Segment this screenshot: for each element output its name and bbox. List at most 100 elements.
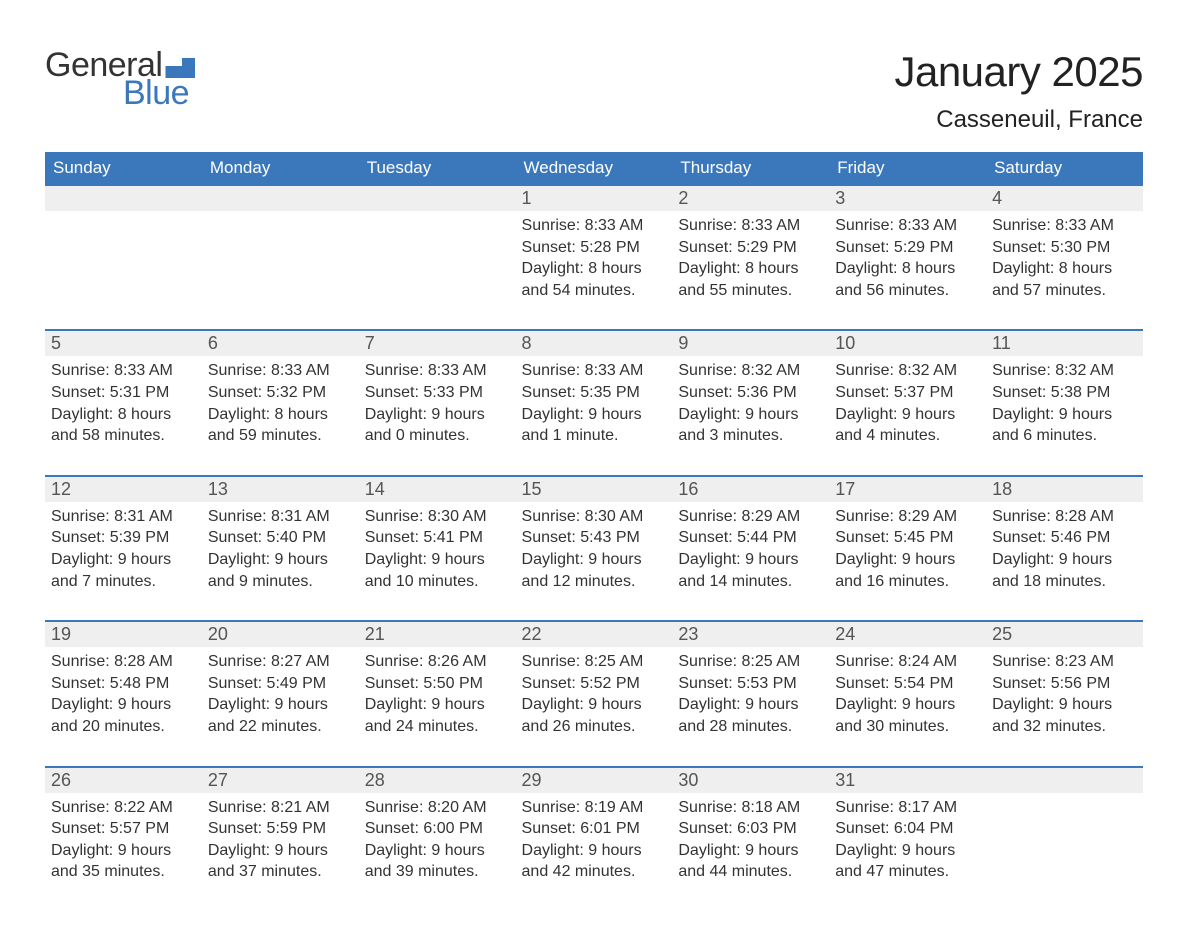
sunset-label: Sunset: 5:59 PM <box>208 818 353 840</box>
daylight-line1: Daylight: 9 hours <box>365 404 510 426</box>
day-details: Sunrise: 8:32 AMSunset: 5:38 PMDaylight:… <box>986 356 1143 475</box>
sunset-label: Sunset: 5:41 PM <box>365 527 510 549</box>
daylight-line1: Daylight: 9 hours <box>992 694 1137 716</box>
week-details-row: Sunrise: 8:33 AMSunset: 5:31 PMDaylight:… <box>45 356 1143 475</box>
week-daynum-row: 19202122232425 <box>45 621 1143 647</box>
day-number: 19 <box>45 621 202 647</box>
sunrise-label: Sunrise: 8:33 AM <box>992 215 1137 237</box>
sunset-label: Sunset: 5:53 PM <box>678 673 823 695</box>
sunrise-label: Sunrise: 8:33 AM <box>365 360 510 382</box>
daylight-line2: and 12 minutes. <box>522 571 667 593</box>
sunset-label: Sunset: 6:00 PM <box>365 818 510 840</box>
day-number: 10 <box>829 330 986 356</box>
daylight-line1: Daylight: 9 hours <box>992 549 1137 571</box>
weekday-header-row: Sunday Monday Tuesday Wednesday Thursday… <box>45 152 1143 185</box>
sunset-label: Sunset: 5:45 PM <box>835 527 980 549</box>
daylight-line2: and 32 minutes. <box>992 716 1137 738</box>
sunset-label: Sunset: 6:01 PM <box>522 818 667 840</box>
week-details-row: Sunrise: 8:31 AMSunset: 5:39 PMDaylight:… <box>45 502 1143 621</box>
sunrise-label: Sunrise: 8:28 AM <box>992 506 1137 528</box>
daylight-line1: Daylight: 9 hours <box>51 549 196 571</box>
daylight-line1: Daylight: 9 hours <box>208 694 353 716</box>
sunset-label: Sunset: 5:44 PM <box>678 527 823 549</box>
day-number: 18 <box>986 476 1143 502</box>
daylight-line2: and 54 minutes. <box>522 280 667 302</box>
day-empty <box>986 793 1143 893</box>
week-details-row: Sunrise: 8:33 AMSunset: 5:28 PMDaylight:… <box>45 211 1143 330</box>
sunrise-label: Sunrise: 8:33 AM <box>522 215 667 237</box>
weekday-friday: Friday <box>829 152 986 185</box>
sunrise-label: Sunrise: 8:18 AM <box>678 797 823 819</box>
daylight-line1: Daylight: 9 hours <box>522 840 667 862</box>
day-details: Sunrise: 8:20 AMSunset: 6:00 PMDaylight:… <box>359 793 516 893</box>
weekday-monday: Monday <box>202 152 359 185</box>
sunrise-label: Sunrise: 8:25 AM <box>522 651 667 673</box>
sunrise-label: Sunrise: 8:32 AM <box>992 360 1137 382</box>
day-details: Sunrise: 8:31 AMSunset: 5:40 PMDaylight:… <box>202 502 359 621</box>
day-empty <box>359 185 516 211</box>
sunrise-label: Sunrise: 8:32 AM <box>835 360 980 382</box>
weekday-sunday: Sunday <box>45 152 202 185</box>
location-label: Casseneuil, France <box>894 106 1143 134</box>
daylight-line2: and 7 minutes. <box>51 571 196 593</box>
sunset-label: Sunset: 5:57 PM <box>51 818 196 840</box>
day-number: 30 <box>672 767 829 793</box>
sunrise-label: Sunrise: 8:29 AM <box>835 506 980 528</box>
sunset-label: Sunset: 6:04 PM <box>835 818 980 840</box>
day-number: 25 <box>986 621 1143 647</box>
sunset-label: Sunset: 5:29 PM <box>835 237 980 259</box>
day-details: Sunrise: 8:28 AMSunset: 5:46 PMDaylight:… <box>986 502 1143 621</box>
day-details: Sunrise: 8:25 AMSunset: 5:52 PMDaylight:… <box>516 647 673 766</box>
weekday-saturday: Saturday <box>986 152 1143 185</box>
daylight-line1: Daylight: 9 hours <box>835 549 980 571</box>
sunset-label: Sunset: 5:40 PM <box>208 527 353 549</box>
daylight-line2: and 57 minutes. <box>992 280 1137 302</box>
daylight-line2: and 37 minutes. <box>208 861 353 883</box>
day-number: 27 <box>202 767 359 793</box>
sunrise-label: Sunrise: 8:30 AM <box>522 506 667 528</box>
daylight-line1: Daylight: 9 hours <box>678 549 823 571</box>
day-number: 6 <box>202 330 359 356</box>
day-details: Sunrise: 8:23 AMSunset: 5:56 PMDaylight:… <box>986 647 1143 766</box>
day-number: 3 <box>829 185 986 211</box>
sunset-label: Sunset: 5:54 PM <box>835 673 980 695</box>
sunrise-label: Sunrise: 8:33 AM <box>678 215 823 237</box>
day-number: 2 <box>672 185 829 211</box>
sunrise-label: Sunrise: 8:26 AM <box>365 651 510 673</box>
day-details: Sunrise: 8:19 AMSunset: 6:01 PMDaylight:… <box>516 793 673 893</box>
title-block: January 2025 Casseneuil, France <box>894 48 1143 134</box>
day-number: 1 <box>516 185 673 211</box>
day-details: Sunrise: 8:22 AMSunset: 5:57 PMDaylight:… <box>45 793 202 893</box>
weekday-tuesday: Tuesday <box>359 152 516 185</box>
sunrise-label: Sunrise: 8:31 AM <box>51 506 196 528</box>
day-number: 9 <box>672 330 829 356</box>
daylight-line2: and 56 minutes. <box>835 280 980 302</box>
day-details: Sunrise: 8:28 AMSunset: 5:48 PMDaylight:… <box>45 647 202 766</box>
sunset-label: Sunset: 5:43 PM <box>522 527 667 549</box>
day-details: Sunrise: 8:25 AMSunset: 5:53 PMDaylight:… <box>672 647 829 766</box>
weekday-thursday: Thursday <box>672 152 829 185</box>
daylight-line2: and 58 minutes. <box>51 425 196 447</box>
sunrise-label: Sunrise: 8:17 AM <box>835 797 980 819</box>
day-details: Sunrise: 8:29 AMSunset: 5:44 PMDaylight:… <box>672 502 829 621</box>
daylight-line2: and 24 minutes. <box>365 716 510 738</box>
day-number: 15 <box>516 476 673 502</box>
day-number: 31 <box>829 767 986 793</box>
month-title: January 2025 <box>894 48 1143 96</box>
daylight-line2: and 0 minutes. <box>365 425 510 447</box>
daylight-line1: Daylight: 8 hours <box>522 258 667 280</box>
daylight-line1: Daylight: 9 hours <box>365 840 510 862</box>
daylight-line2: and 22 minutes. <box>208 716 353 738</box>
daylight-line2: and 4 minutes. <box>835 425 980 447</box>
daylight-line1: Daylight: 9 hours <box>522 694 667 716</box>
sunrise-label: Sunrise: 8:33 AM <box>51 360 196 382</box>
sunset-label: Sunset: 5:46 PM <box>992 527 1137 549</box>
day-empty <box>45 211 202 330</box>
sunset-label: Sunset: 5:31 PM <box>51 382 196 404</box>
day-details: Sunrise: 8:21 AMSunset: 5:59 PMDaylight:… <box>202 793 359 893</box>
sunset-label: Sunset: 5:36 PM <box>678 382 823 404</box>
daylight-line1: Daylight: 8 hours <box>208 404 353 426</box>
daylight-line2: and 18 minutes. <box>992 571 1137 593</box>
day-number: 21 <box>359 621 516 647</box>
daylight-line1: Daylight: 9 hours <box>208 840 353 862</box>
